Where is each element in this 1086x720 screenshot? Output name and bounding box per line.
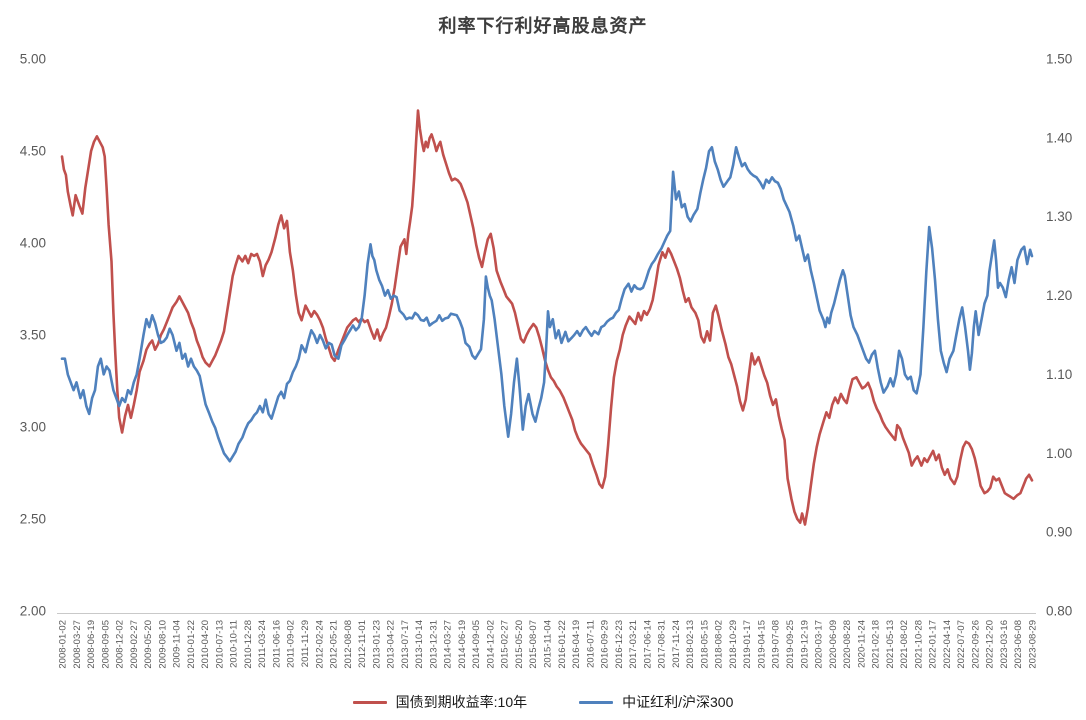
x-axis-label: 2014-12-02 xyxy=(485,620,496,669)
y-axis-left-label: 4.50 xyxy=(20,144,46,159)
legend-item-dividend-ratio: 中证红利/沪深300 xyxy=(579,692,733,712)
x-axis-label: 2010-01-22 xyxy=(186,620,197,669)
legend-item-bond-yield: 国债到期收益率:10年 xyxy=(352,692,528,712)
x-axis-label: 2019-07-08 xyxy=(771,620,782,669)
series-line-dividend-ratio xyxy=(60,146,1034,463)
x-axis-label: 2011-06-16 xyxy=(271,620,282,668)
x-axis-label: 2009-02-27 xyxy=(129,620,140,669)
x-axis-label: 2021-08-02 xyxy=(899,620,910,669)
x-axis-label: 2018-02-13 xyxy=(685,620,696,669)
blue-line-swatch xyxy=(579,700,614,704)
x-axis-label: 2023-08-29 xyxy=(1028,620,1039,669)
x-axis-label: 2014-09-05 xyxy=(471,620,482,669)
x-axis-label: 2022-01-17 xyxy=(928,620,939,669)
x-axis-label: 2009-08-10 xyxy=(157,620,168,669)
x-axis-label: 2017-11-24 xyxy=(671,620,682,668)
x-axis-label: 2011-11-29 xyxy=(300,620,311,667)
x-axis-label: 2019-01-17 xyxy=(742,620,753,669)
x-axis-label: 2014-06-19 xyxy=(457,620,468,669)
x-axis-label: 2016-07-11 xyxy=(585,620,596,668)
x-axis-label: 2023-06-08 xyxy=(1013,620,1024,669)
x-axis-label: 2020-08-28 xyxy=(842,620,853,669)
legend: 国债到期收益率:10年 中证红利/沪深300 xyxy=(0,692,1086,712)
x-axis-label: 2008-03-27 xyxy=(72,620,83,669)
x-axis-label: 2020-06-09 xyxy=(828,620,839,669)
x-axis-label: 2012-05-21 xyxy=(329,620,340,669)
x-axis-label: 2017-03-21 xyxy=(628,620,639,669)
x-axis-label: 2008-06-19 xyxy=(86,620,97,669)
x-axis-label: 2016-09-29 xyxy=(600,620,611,669)
x-axis-label: 2008-12-02 xyxy=(115,620,126,669)
x-axis-label: 2017-08-31 xyxy=(657,620,668,669)
x-axis-label: 2018-08-02 xyxy=(714,620,725,669)
x-axis-label: 2012-11-01 xyxy=(357,620,368,668)
y-axis-right-label: 1.00 xyxy=(1046,446,1072,461)
x-axis-label: 2015-05-20 xyxy=(514,620,525,669)
x-axis-label: 2008-09-05 xyxy=(100,620,111,669)
y-axis-right-label: 1.30 xyxy=(1046,209,1072,224)
x-axis-label: 2012-02-24 xyxy=(314,620,325,669)
x-axis-label: 2020-03-17 xyxy=(814,620,825,669)
y-axis-right-label: 1.10 xyxy=(1046,367,1072,382)
y-axis-right-label: 1.50 xyxy=(1046,52,1072,67)
x-axis-label: 2023-03-16 xyxy=(999,620,1010,669)
x-axis-label: 2016-01-22 xyxy=(557,620,568,669)
x-axis-label: 2021-02-18 xyxy=(871,620,882,669)
x-axis-label: 2022-09-26 xyxy=(970,620,981,669)
y-axis-right-label: 0.80 xyxy=(1046,604,1072,619)
x-axis-label: 2014-03-27 xyxy=(443,620,454,669)
legend-label-dividend-ratio: 中证红利/沪深300 xyxy=(622,694,734,710)
y-axis-right-label: 1.20 xyxy=(1046,288,1072,303)
x-axis-label: 2009-11-04 xyxy=(172,620,183,668)
x-axis-label: 2015-11-04 xyxy=(543,620,554,668)
x-axis-label: 2022-12-20 xyxy=(985,620,996,669)
x-axis-label: 2010-12-28 xyxy=(243,620,254,669)
x-axis-label: 2017-06-14 xyxy=(642,620,653,669)
x-axis-label: 2015-02-27 xyxy=(500,620,511,669)
red-line-swatch xyxy=(352,700,387,704)
chart-title: 利率下行利好高股息资产 xyxy=(438,16,648,36)
x-axis-label: 2013-04-22 xyxy=(386,620,397,669)
legend-label-bond-yield: 国债到期收益率:10年 xyxy=(395,694,528,710)
y-axis-right-label: 1.40 xyxy=(1046,130,1072,145)
x-axis-label: 2018-05-15 xyxy=(699,620,710,669)
x-axis-label: 2013-07-17 xyxy=(400,620,411,669)
x-axis-label: 2013-01-23 xyxy=(371,620,382,669)
x-axis-label: 2018-10-29 xyxy=(728,620,739,669)
y-axis-left-label: 3.00 xyxy=(20,420,46,435)
y-axis-left-label: 2.00 xyxy=(20,604,46,619)
x-axis-label: 2022-04-14 xyxy=(942,620,953,669)
x-axis-label: 2013-10-14 xyxy=(414,620,425,669)
x-axis-label: 2019-09-25 xyxy=(785,620,796,669)
x-axis-label: 2009-05-20 xyxy=(143,620,154,669)
x-axis-label: 2019-12-19 xyxy=(799,620,810,669)
x-axis-label: 2011-09-02 xyxy=(286,620,297,668)
x-axis-label: 2021-05-13 xyxy=(885,620,896,669)
y-axis-left-label: 2.50 xyxy=(20,512,46,527)
series-line-bond-yield xyxy=(60,109,1034,526)
x-axis-label: 2010-04-20 xyxy=(200,620,211,669)
y-axis-right-label: 0.90 xyxy=(1046,525,1072,540)
y-axis-left-label: 3.50 xyxy=(20,328,46,343)
x-axis-label: 2022-07-07 xyxy=(956,620,967,669)
x-axis-label: 2012-08-08 xyxy=(343,620,354,669)
y-axis-left-label: 5.00 xyxy=(20,52,46,67)
x-axis-label: 2008-01-02 xyxy=(58,620,69,669)
x-axis-label: 2013-12-31 xyxy=(428,620,439,669)
x-axis-label: 2010-07-13 xyxy=(214,620,225,669)
x-axis-label: 2019-04-15 xyxy=(756,620,767,669)
x-axis-label: 2010-10-11 xyxy=(229,620,240,668)
x-axis-label: 2016-12-23 xyxy=(614,620,625,669)
x-axis-label: 2015-08-07 xyxy=(528,620,539,669)
x-axis-label: 2011-03-24 xyxy=(257,620,268,668)
y-axis-left-label: 4.00 xyxy=(20,236,46,251)
x-axis-label: 2021-10-28 xyxy=(913,620,924,669)
x-axis-label: 2016-04-19 xyxy=(571,620,582,669)
x-axis-label: 2020-11-24 xyxy=(856,620,867,668)
